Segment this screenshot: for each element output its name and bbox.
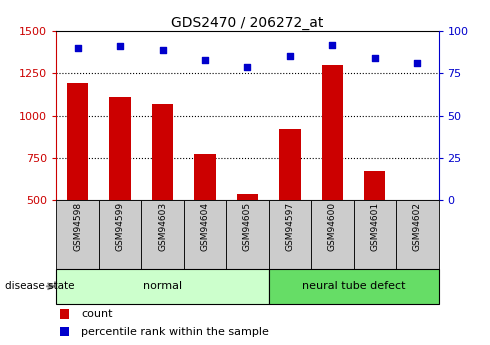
Bar (364, 171, 386, 200)
Point (286, 54, 294, 59)
Bar (60, 327, 69, 336)
Point (116, 43, 124, 49)
Text: normal: normal (143, 282, 182, 291)
Bar (354, 200, 396, 269)
Bar (322, 65, 343, 200)
Point (74, 45, 81, 51)
Text: GSM94604: GSM94604 (200, 202, 210, 251)
Bar (279, 129, 300, 200)
Bar (56, 200, 99, 269)
Bar (67, 82, 88, 200)
Bar (109, 97, 131, 200)
Text: GSM94600: GSM94600 (328, 202, 337, 251)
Text: GSM94605: GSM94605 (243, 202, 252, 251)
Bar (141, 200, 184, 269)
Bar (269, 200, 311, 269)
Point (244, 64, 251, 69)
Bar (56, 269, 269, 304)
Text: neural tube defect: neural tube defect (302, 282, 405, 291)
Text: GSM94597: GSM94597 (285, 202, 294, 251)
Bar (60, 309, 69, 319)
Title: GDS2470 / 206272_at: GDS2470 / 206272_at (172, 16, 323, 30)
Text: GSM94603: GSM94603 (158, 202, 167, 251)
Bar (195, 154, 216, 200)
Bar (226, 200, 269, 269)
Text: GSM94599: GSM94599 (116, 202, 124, 251)
Point (159, 47, 167, 52)
Text: percentile rank within the sample: percentile rank within the sample (81, 327, 269, 336)
Point (328, 42, 336, 47)
Point (201, 57, 209, 62)
Point (371, 55, 379, 61)
Bar (99, 200, 141, 269)
Text: GSM94602: GSM94602 (413, 202, 422, 251)
Text: count: count (81, 309, 113, 319)
Bar (396, 200, 439, 269)
Bar (184, 200, 226, 269)
Text: GSM94598: GSM94598 (73, 202, 82, 251)
Bar (269, 269, 439, 304)
Point (414, 60, 421, 66)
Text: disease state: disease state (5, 282, 74, 291)
Bar (152, 104, 173, 200)
Text: GSM94601: GSM94601 (370, 202, 379, 251)
Bar (237, 194, 258, 200)
Bar (311, 200, 354, 269)
